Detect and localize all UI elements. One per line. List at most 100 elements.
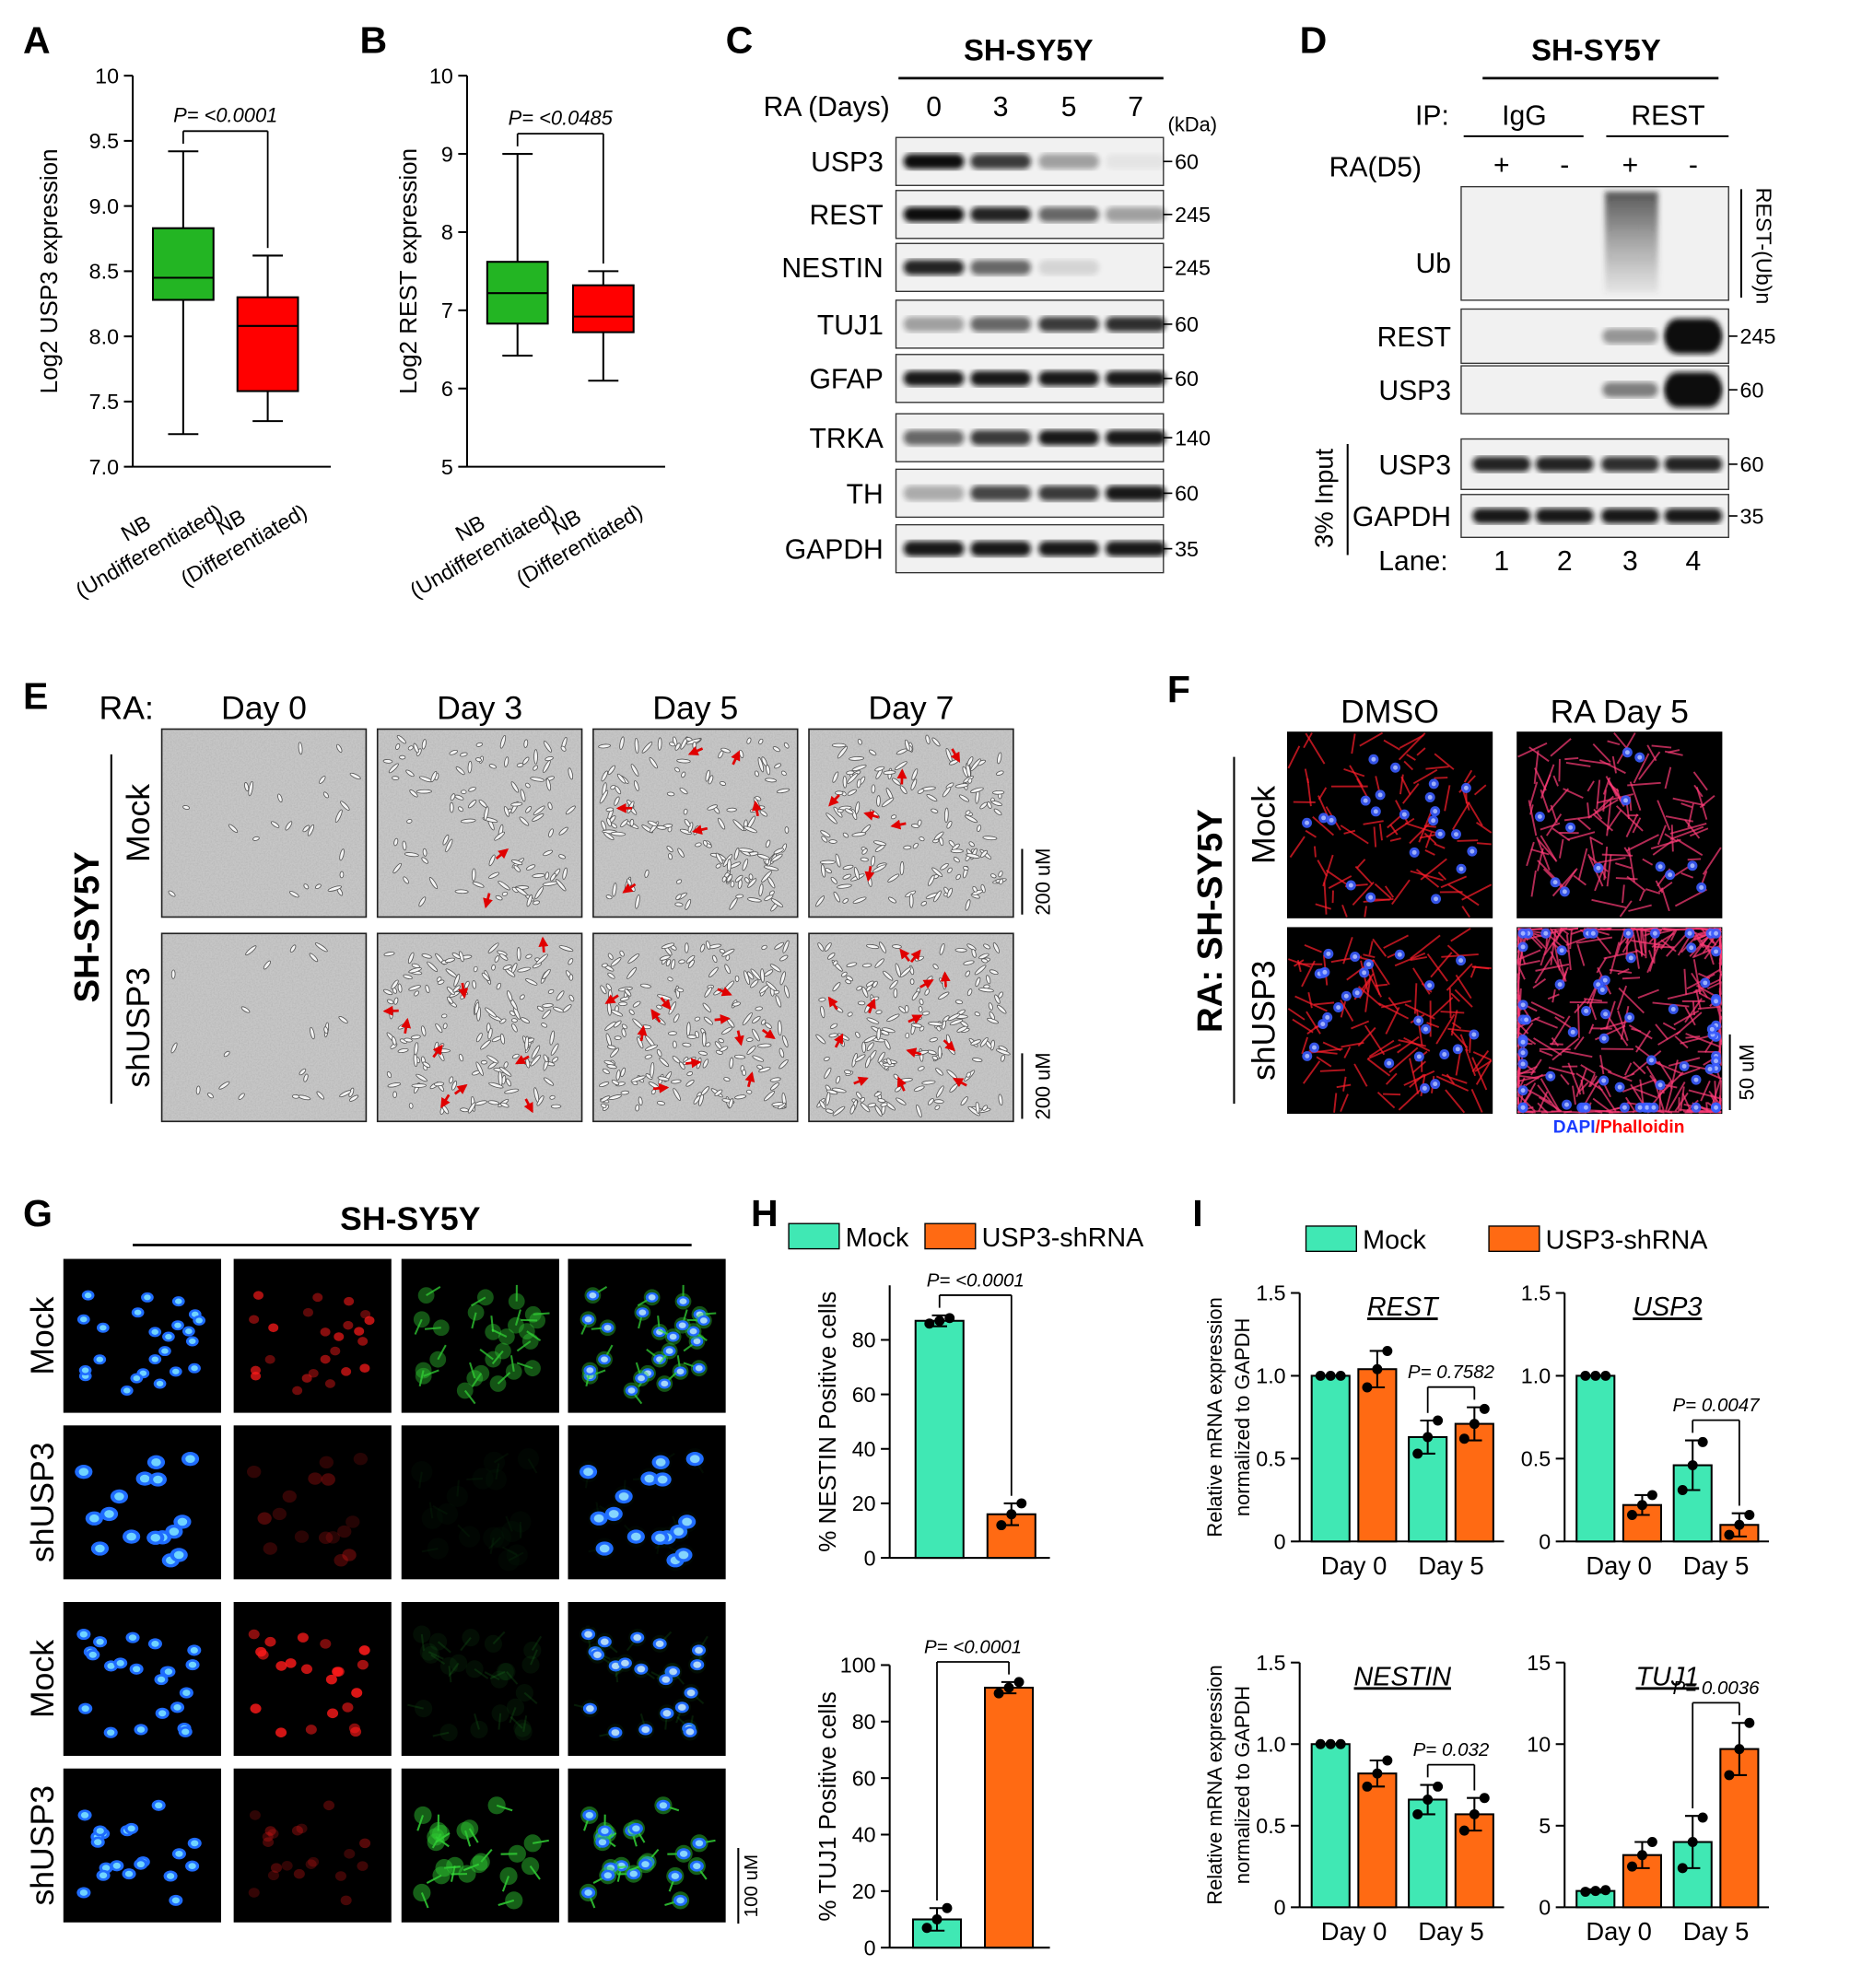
nucleus-core xyxy=(1458,958,1463,963)
nucleus-core xyxy=(144,1294,151,1300)
merged-signal xyxy=(633,1634,641,1642)
cell xyxy=(450,802,453,813)
panel-label: D xyxy=(1300,19,1328,62)
merged-signal xyxy=(687,1690,696,1697)
nucleus-core xyxy=(1638,1105,1643,1110)
red-signal xyxy=(295,1530,309,1542)
band xyxy=(1106,207,1166,222)
red-signal xyxy=(326,1675,337,1685)
cell xyxy=(909,894,913,907)
row-label: shUSP3 xyxy=(24,1785,61,1906)
merged-signal xyxy=(700,1317,708,1324)
data-point xyxy=(1412,1448,1423,1458)
nucleus-core xyxy=(1584,1105,1588,1110)
band xyxy=(904,485,965,500)
lane-label: 5 xyxy=(1061,92,1077,123)
y-tick-label: 8.0 xyxy=(89,324,119,348)
red-signal xyxy=(359,1363,369,1373)
sign-label: + xyxy=(1622,150,1639,181)
cell xyxy=(903,846,911,849)
kda-label: 140 xyxy=(1175,426,1211,450)
nucleus-core xyxy=(1521,931,1526,936)
cell xyxy=(462,790,467,794)
merged-signal xyxy=(638,1309,646,1316)
cell xyxy=(872,785,875,793)
red-signal xyxy=(268,1323,278,1332)
legend-label: USP3-shRNA xyxy=(1546,1226,1709,1256)
red-signal xyxy=(253,1291,263,1300)
x-tick-label: Day 5 xyxy=(1418,1551,1484,1580)
cell xyxy=(685,943,688,953)
nucleus-core xyxy=(1433,1082,1437,1086)
nucleus-core xyxy=(1432,781,1436,786)
data-point xyxy=(1590,1886,1600,1896)
cell xyxy=(455,890,468,894)
red-signal xyxy=(359,1839,370,1849)
red-signal xyxy=(265,1826,276,1836)
red-signal xyxy=(263,1837,274,1847)
nucleus-core xyxy=(1668,872,1672,877)
nucleus-core xyxy=(81,1812,88,1818)
nucleus-core xyxy=(1658,864,1663,869)
nucleus-core xyxy=(1652,1105,1657,1110)
actin-fiber xyxy=(1720,1006,1721,1012)
nucleus-core xyxy=(1398,953,1402,957)
column-label: Day 0 xyxy=(221,689,307,726)
band xyxy=(1038,317,1099,332)
merged-signal xyxy=(662,1710,671,1717)
red-signal xyxy=(320,1639,331,1649)
nucleus-core xyxy=(1428,795,1433,800)
merged-signal xyxy=(641,1726,650,1734)
cell xyxy=(876,795,880,806)
cell-body xyxy=(515,1723,533,1740)
merged-signal xyxy=(638,1375,645,1382)
data-point xyxy=(1600,1371,1610,1381)
data-point xyxy=(934,1316,944,1326)
band xyxy=(1602,329,1657,344)
nucleus-core xyxy=(82,1705,89,1712)
cell xyxy=(196,1086,201,1094)
box xyxy=(238,298,299,392)
nucleus-core xyxy=(1374,809,1378,813)
cell xyxy=(910,979,914,985)
nucleus-core xyxy=(1362,970,1366,975)
cell xyxy=(778,1021,781,1035)
data-point xyxy=(1647,1837,1657,1847)
red-signal xyxy=(321,1355,331,1364)
cell xyxy=(615,1036,621,1040)
nucleus-core xyxy=(1427,983,1432,988)
data-point xyxy=(1469,1809,1480,1819)
red-signal xyxy=(298,1632,309,1643)
band xyxy=(1038,207,1099,222)
actin-fiber xyxy=(1518,929,1519,930)
cell xyxy=(884,770,896,775)
red-signal xyxy=(327,1709,338,1719)
cell xyxy=(735,976,739,982)
data-point xyxy=(1600,1885,1610,1895)
red-signal xyxy=(351,1688,362,1698)
merged-signal xyxy=(662,1676,670,1683)
nucleus-core xyxy=(1423,1086,1427,1091)
cell xyxy=(766,859,769,864)
nucleus-core xyxy=(1591,931,1596,936)
cell-body xyxy=(429,1351,446,1368)
nucleus-core xyxy=(189,1662,196,1668)
data-point xyxy=(922,1923,932,1933)
nucleus-core xyxy=(135,1310,142,1316)
cell xyxy=(746,1037,753,1041)
nucleus-core xyxy=(1622,1105,1627,1110)
cell xyxy=(876,1010,883,1014)
y-tick-label: 10 xyxy=(1527,1732,1551,1756)
data-point xyxy=(944,1313,954,1323)
cell xyxy=(630,819,635,826)
band xyxy=(1472,457,1530,472)
x-tick-label: Day 0 xyxy=(1586,1917,1652,1946)
red-signal xyxy=(335,1871,346,1881)
data-point xyxy=(1433,1416,1443,1426)
red-signal xyxy=(357,1337,368,1346)
actin-fiber xyxy=(1518,977,1519,983)
panel-label: C xyxy=(726,19,754,62)
nucleus-core xyxy=(153,1476,163,1484)
red-signal xyxy=(350,1727,361,1737)
y-tick-label: 60 xyxy=(852,1766,876,1790)
